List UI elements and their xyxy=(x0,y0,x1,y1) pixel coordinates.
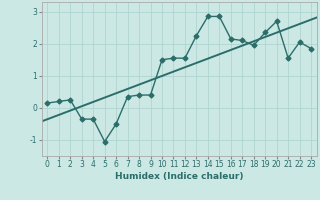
X-axis label: Humidex (Indice chaleur): Humidex (Indice chaleur) xyxy=(115,172,244,181)
